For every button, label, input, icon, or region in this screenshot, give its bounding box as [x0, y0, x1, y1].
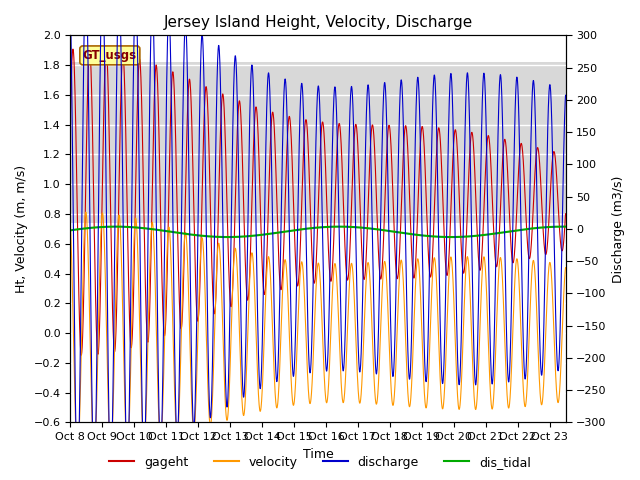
Title: Jersey Island Height, Velocity, Discharge: Jersey Island Height, Velocity, Discharg… [163, 15, 472, 30]
Y-axis label: Discharge (m3/s): Discharge (m3/s) [612, 175, 625, 283]
Y-axis label: Ht, Velocity (m, m/s): Ht, Velocity (m, m/s) [15, 165, 28, 293]
Legend: gageht, velocity, discharge, dis_tidal: gageht, velocity, discharge, dis_tidal [104, 451, 536, 474]
Bar [70, 62, 566, 223]
Text: GT_usgs: GT_usgs [83, 49, 137, 62]
X-axis label: Time: Time [303, 448, 333, 461]
